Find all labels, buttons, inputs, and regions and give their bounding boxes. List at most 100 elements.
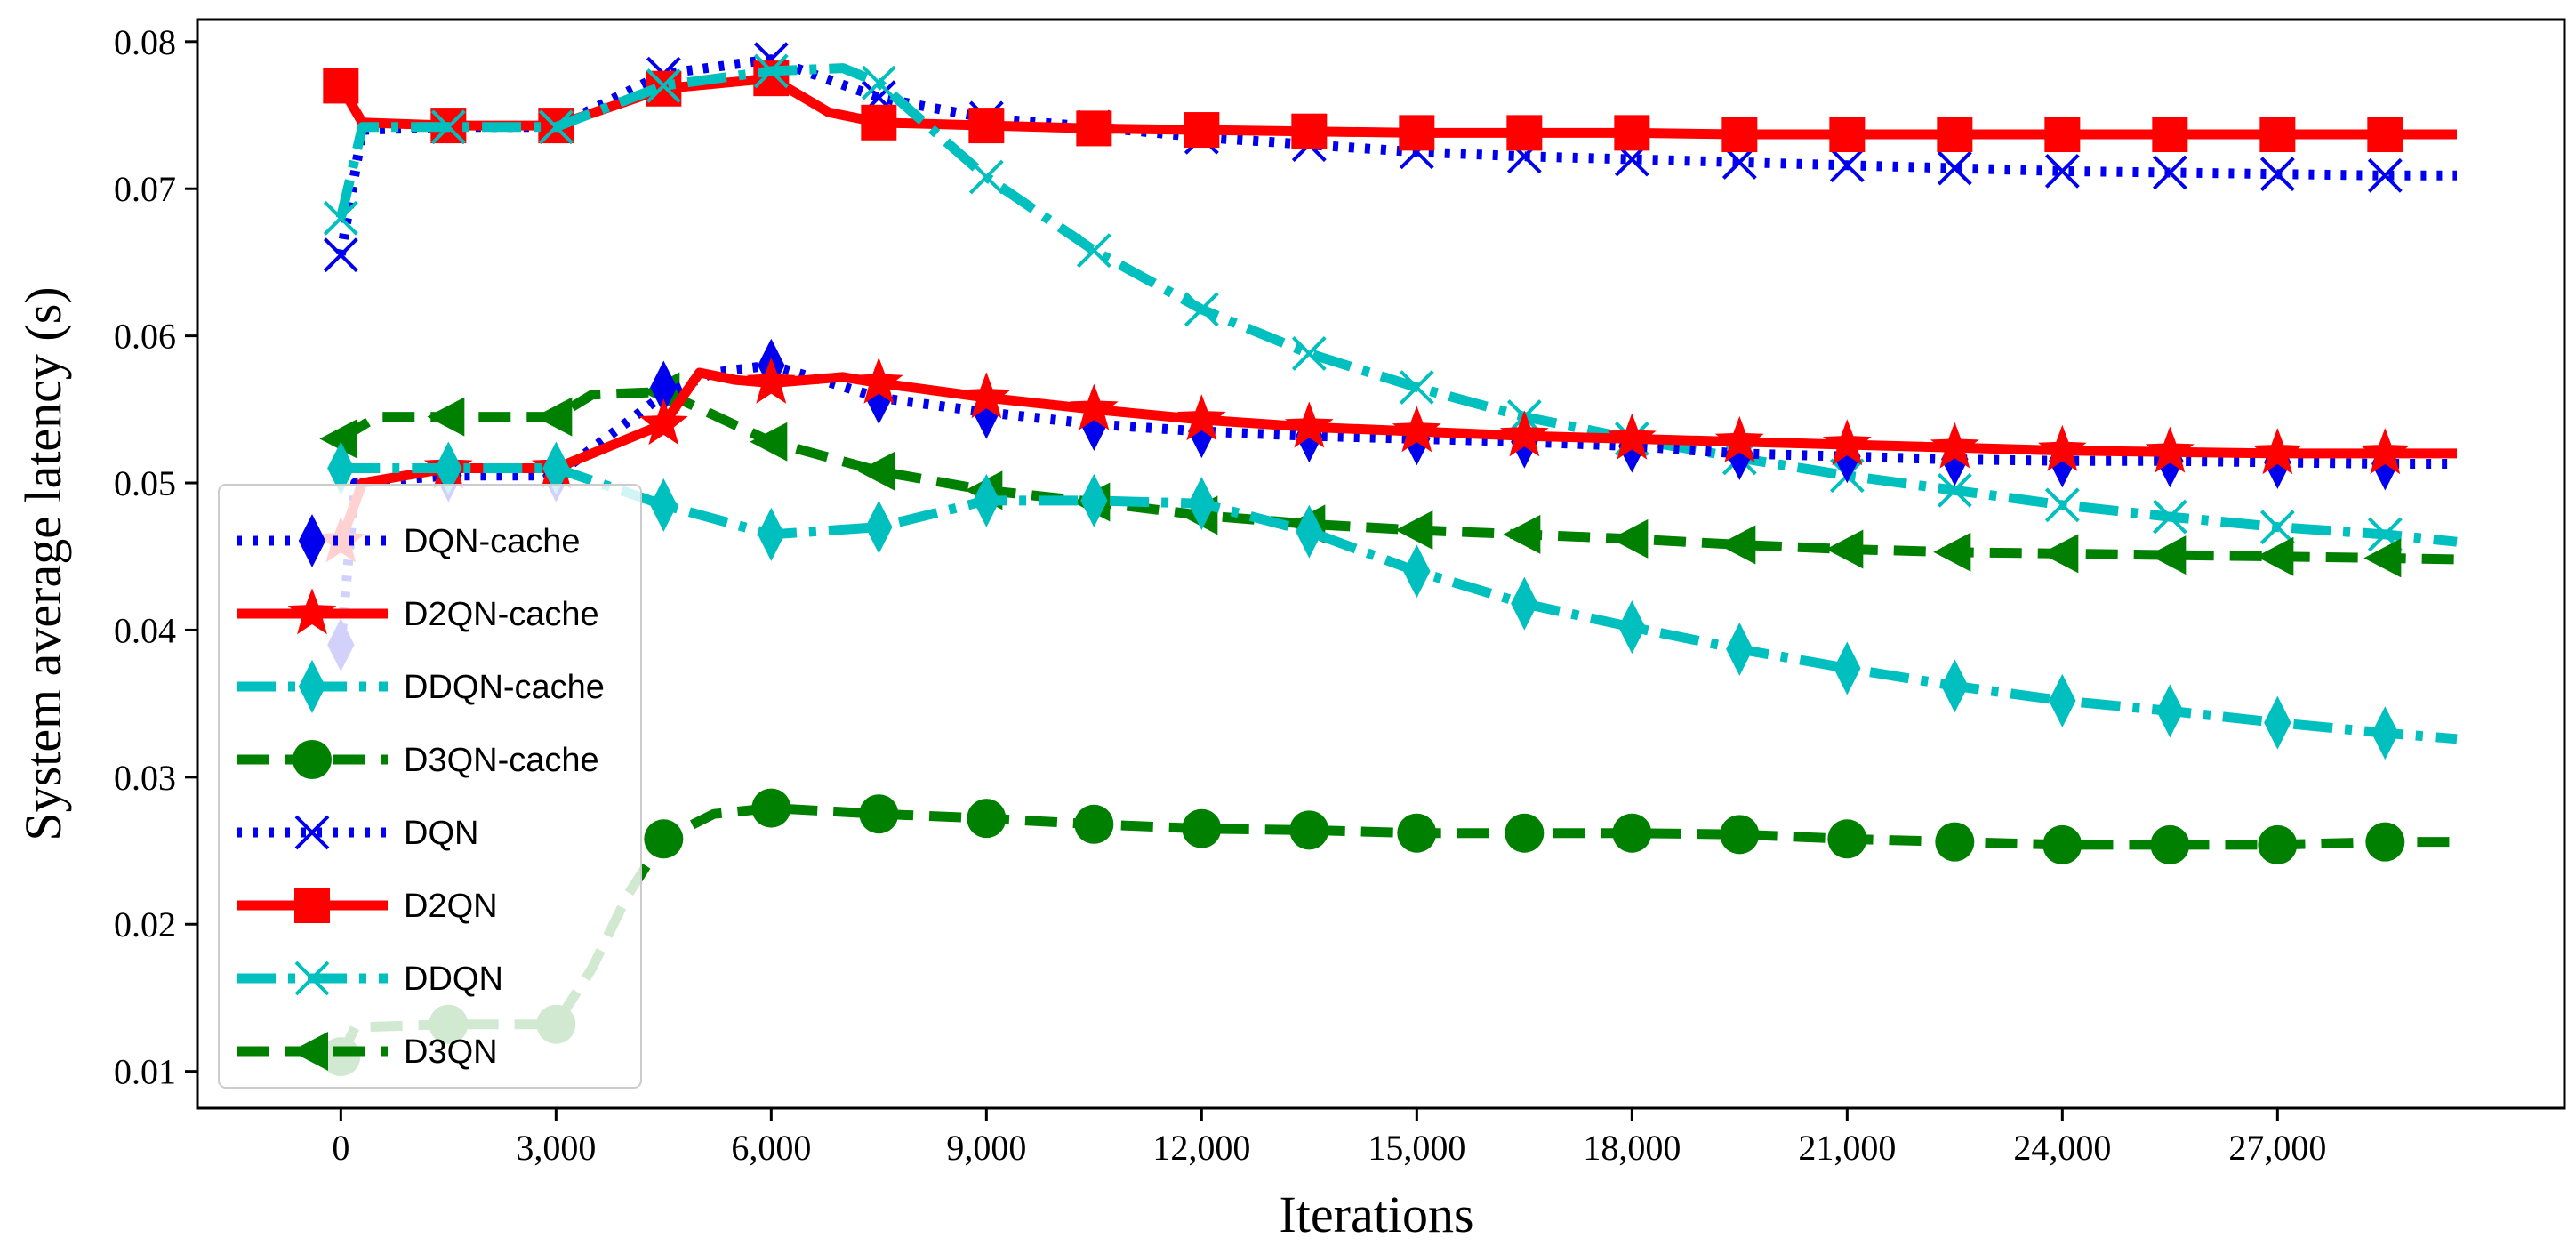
y-tick-label: 0.07 bbox=[114, 169, 176, 209]
x-tick-label: 3,000 bbox=[516, 1128, 596, 1168]
x-tick-label: 18,000 bbox=[1583, 1128, 1681, 1168]
data-point-d2qn-cache bbox=[1930, 422, 1979, 469]
data-point-ddqn-cache bbox=[1296, 504, 1323, 559]
data-point-ddqn bbox=[1184, 292, 1219, 327]
x-tick-label: 21,000 bbox=[1798, 1128, 1896, 1168]
legend-label: DDQN-cache bbox=[404, 669, 605, 706]
data-point-ddqn bbox=[646, 68, 681, 103]
data-point-d3qn bbox=[857, 451, 895, 491]
data-point-dqn bbox=[2259, 157, 2295, 192]
data-point-ddqn-cache bbox=[1403, 544, 1431, 599]
data-point-d2qn bbox=[2044, 117, 2081, 153]
legend-label: DQN-cache bbox=[404, 523, 581, 560]
data-point-ddqn bbox=[968, 159, 1004, 195]
legend-item-d2qn: D2QN bbox=[237, 888, 498, 925]
data-point-ddqn bbox=[430, 109, 466, 145]
legend-item-d3qn-cache: D3QN-cache bbox=[237, 740, 599, 779]
plot-frame bbox=[196, 18, 2566, 1110]
legend-item-d3qn: D3QN bbox=[237, 1032, 498, 1071]
data-point-dqn bbox=[1937, 150, 1972, 186]
data-point-ddqn-cache bbox=[865, 500, 893, 554]
data-point-d2qn-cache bbox=[854, 357, 903, 404]
legend-label: D2QN-cache bbox=[404, 596, 599, 633]
series-ddqn-cache bbox=[327, 441, 2458, 760]
y-tick-label: 0.02 bbox=[114, 904, 176, 945]
data-point-d3qn bbox=[534, 397, 573, 437]
x-tick-label: 0 bbox=[332, 1128, 349, 1168]
data-point-d3qn-cache bbox=[751, 788, 791, 828]
data-point-ddqn-cache bbox=[2049, 673, 2076, 727]
legend: DQN-cache D2QN-cache DDQN-cache D3QN-cache D… bbox=[218, 484, 642, 1089]
data-point-d2qn bbox=[861, 104, 897, 141]
data-point-d3qn-cache bbox=[1182, 808, 1222, 848]
data-point-ddqn-cache bbox=[1511, 576, 1538, 631]
data-point-d3qn-cache bbox=[1074, 804, 1114, 844]
data-point-d3qn-cache bbox=[2258, 824, 2298, 864]
legend-item-dqn: DQN bbox=[237, 815, 478, 852]
data-point-d2qn-cache bbox=[1607, 413, 1657, 460]
x-tick-label: 27,000 bbox=[2228, 1128, 2326, 1168]
data-point-d2qn-cache bbox=[1392, 406, 1441, 453]
data-point-ddqn-cache bbox=[2371, 706, 2399, 760]
data-point-d3qn-cache bbox=[1720, 815, 1760, 855]
data-point-d3qn bbox=[1718, 525, 1756, 565]
data-point-d2qn-cache bbox=[2145, 426, 2195, 473]
data-point-d2qn-cache bbox=[961, 372, 1011, 419]
data-point-d2qn-cache bbox=[1822, 419, 1872, 466]
data-point-ddqn-cache bbox=[542, 441, 570, 495]
data-point-ddqn-cache bbox=[1834, 641, 1861, 695]
legend-box bbox=[218, 484, 642, 1089]
data-point-ddqn bbox=[2259, 510, 2295, 545]
data-point-d3qn bbox=[1933, 532, 1971, 572]
data-point-d3qn-cache bbox=[1397, 813, 1437, 853]
data-point-d3qn-cache bbox=[859, 794, 899, 834]
legend-label: DQN bbox=[404, 815, 478, 852]
data-point-d2qn bbox=[1614, 115, 1650, 151]
data-point-d3qn-cache bbox=[1612, 813, 1652, 853]
x-axis-label: Iterations bbox=[1279, 1186, 1473, 1243]
data-point-dqn bbox=[1829, 148, 1865, 183]
data-point-ddqn-cache bbox=[2156, 684, 2184, 738]
y-tick-label: 0.01 bbox=[114, 1052, 176, 1092]
data-point-d2qn-cache bbox=[1499, 410, 1549, 457]
ticks-layer: 0 3,000 6,000 9,000 12,000 15,000 18,000 21,000… bbox=[114, 22, 2326, 1168]
data-point-d3qn-cache bbox=[1505, 813, 1545, 853]
series-line-d3qn bbox=[338, 387, 2458, 565]
data-point-ddqn bbox=[2152, 499, 2187, 535]
data-point-d3qn-cache bbox=[1289, 810, 1329, 850]
data-point-d3qn-cache bbox=[2150, 824, 2190, 864]
data-point-d3qn bbox=[2256, 536, 2294, 576]
data-point-ddqn-cache bbox=[327, 441, 355, 495]
data-point-d2qn bbox=[2152, 117, 2188, 153]
data-point-d3qn bbox=[2363, 538, 2402, 578]
data-point-dqn-cache bbox=[650, 360, 678, 414]
data-point-d2qn bbox=[2367, 117, 2403, 153]
series-layer bbox=[316, 42, 2458, 1077]
data-point-d2qn bbox=[323, 68, 359, 104]
data-point-d2qn-cache bbox=[1714, 415, 1764, 462]
data-point-dqn bbox=[2367, 157, 2403, 193]
data-point-d3qn bbox=[750, 422, 788, 462]
data-point-d3qn bbox=[1503, 514, 1541, 554]
data-point-d3qn-cache bbox=[644, 819, 684, 859]
data-point-ddqn-cache bbox=[1188, 477, 1216, 531]
data-point-ddqn bbox=[538, 109, 574, 145]
legend-marker bbox=[294, 815, 330, 850]
legend-marker bbox=[293, 740, 332, 779]
legend-marker bbox=[294, 888, 330, 923]
data-point-d3qn bbox=[2041, 534, 2079, 574]
data-point-ddqn-cache bbox=[650, 478, 678, 532]
legend-label: DDQN bbox=[404, 961, 503, 998]
x-tick-label: 6,000 bbox=[731, 1128, 811, 1168]
data-point-ddqn bbox=[1937, 472, 1972, 508]
data-point-d3qn bbox=[1610, 518, 1649, 559]
legend-marker bbox=[287, 588, 337, 635]
data-point-d2qn bbox=[1721, 117, 1758, 153]
data-point-d2qn bbox=[1937, 117, 1973, 153]
y-tick-label: 0.04 bbox=[114, 610, 176, 650]
data-point-ddqn bbox=[1291, 336, 1327, 371]
data-point-d3qn-cache bbox=[1827, 819, 1867, 859]
legend-label: D3QN-cache bbox=[404, 742, 599, 779]
data-point-d2qn-cache bbox=[2360, 428, 2410, 475]
